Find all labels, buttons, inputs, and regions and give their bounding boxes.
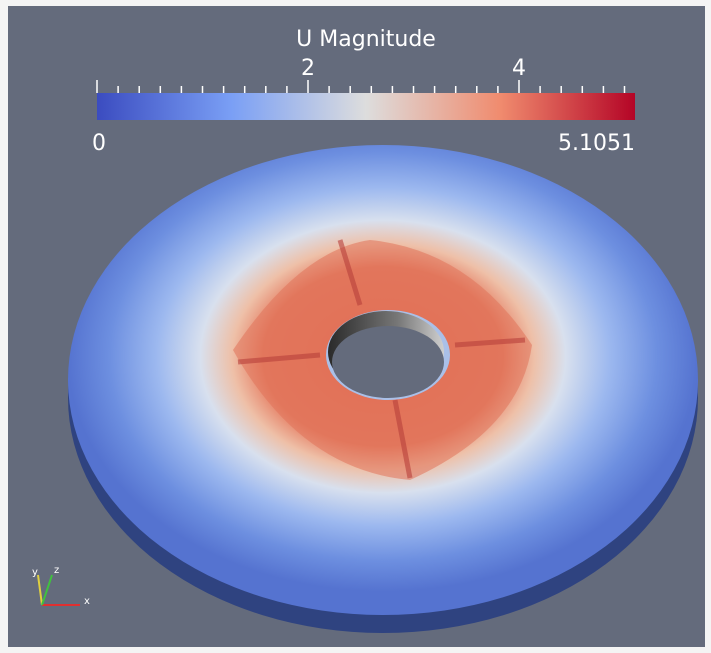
colorbar-tick-label: 4	[512, 56, 526, 81]
blade-wake	[237, 239, 526, 479]
axis-label: z	[54, 565, 59, 576]
hole-background	[332, 326, 444, 398]
colorbar-title: U Magnitude	[296, 27, 436, 52]
orientation-axes: x y z	[32, 565, 90, 607]
axis-label: y	[32, 567, 38, 578]
colorbar-min-label: 0	[92, 131, 106, 156]
axis-label: x	[84, 596, 90, 607]
colorbar-max-label: 5.1051	[558, 131, 635, 156]
colorbar	[97, 93, 635, 120]
colorbar-ticks	[96, 80, 626, 93]
colorbar-tick-label: 2	[301, 56, 315, 81]
